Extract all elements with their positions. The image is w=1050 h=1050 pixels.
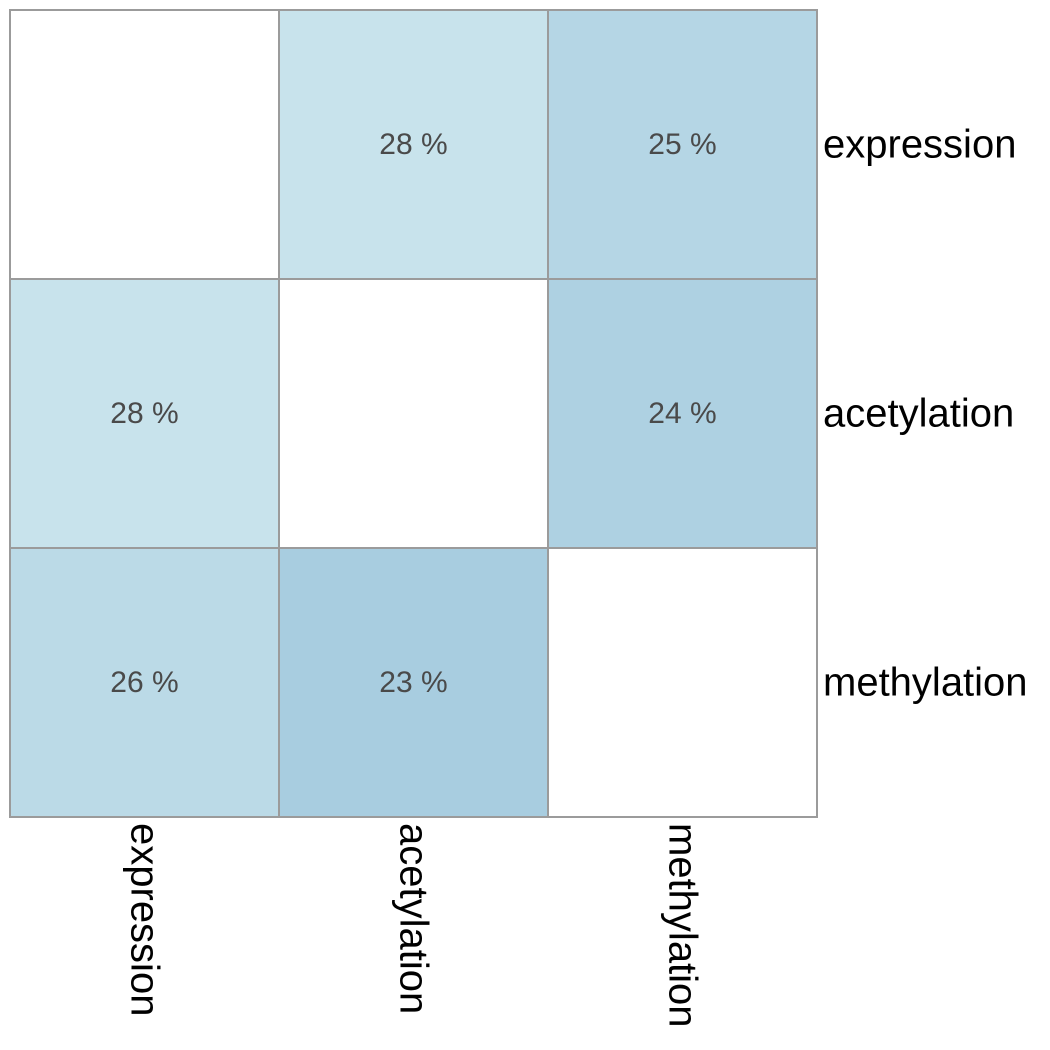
heatmap-cell-acetylation-expression (9, 278, 280, 549)
heatmap-cell-acetylation-methylation (547, 278, 818, 549)
heatmap-cell-labels: 28 % 25 % 28 % 24 % 26 % 23 % (110, 128, 716, 699)
cell-value-label: 28 % (110, 397, 178, 430)
cell-value-label: 23 % (379, 666, 447, 699)
heatmap-cell-methylation-expression (9, 547, 280, 818)
row-label-expression: expression (823, 123, 1016, 167)
cell-value-label: 26 % (110, 666, 178, 699)
cell-value-label: 28 % (379, 128, 447, 161)
heatmap-cell-acetylation-acetylation (278, 278, 549, 549)
heatmap-cell-expression-acetylation (278, 9, 549, 280)
row-label-acetylation: acetylation (823, 392, 1014, 436)
row-label-methylation: methylation (823, 661, 1028, 705)
heatmap-cells (9, 9, 818, 818)
heatmap-cell-expression-expression (9, 9, 280, 280)
row-labels: expression acetylation methylation (823, 123, 1028, 705)
column-label-expression: expression (123, 823, 167, 1016)
heatmap-cell-methylation-acetylation (278, 547, 549, 818)
cell-value-label: 24 % (648, 397, 716, 430)
heatmap-cell-methylation-methylation (547, 547, 818, 818)
column-label-methylation: methylation (661, 823, 705, 1028)
cell-value-label: 25 % (648, 128, 716, 161)
column-label-acetylation: acetylation (392, 823, 436, 1014)
heatmap-cell-expression-methylation (547, 9, 818, 280)
column-labels: expression acetylation methylation (123, 823, 705, 1028)
